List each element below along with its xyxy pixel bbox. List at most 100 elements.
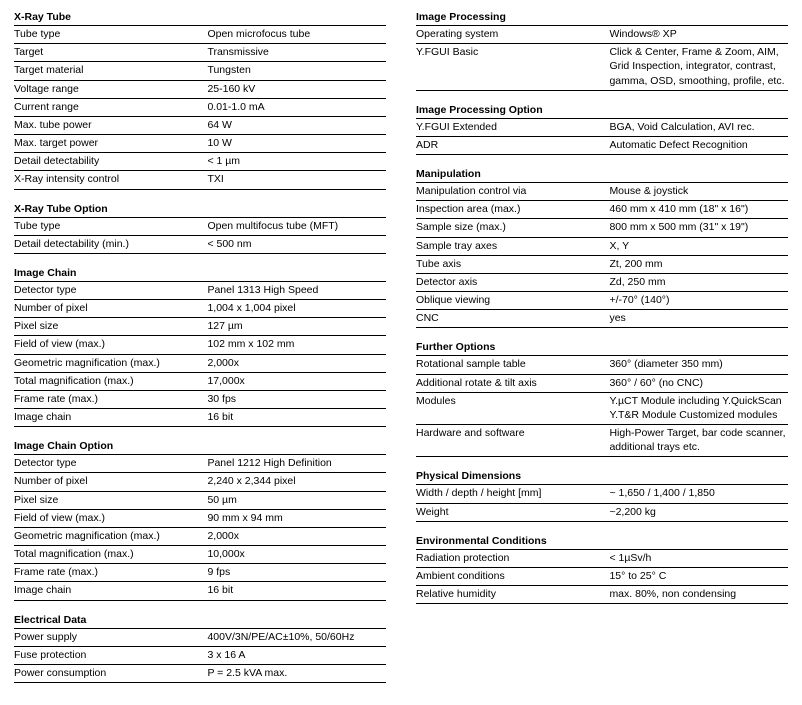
spec-row: CNCyes xyxy=(416,310,788,328)
spec-value: Zt, 200 mm xyxy=(609,257,788,271)
spec-label: Geometric magnification (max.) xyxy=(14,356,207,370)
section-title: Further Options xyxy=(416,340,788,356)
spec-section: Image Chain OptionDetector typePanel 121… xyxy=(14,439,386,600)
spec-row: Number of pixel1,004 x 1,004 pixel xyxy=(14,300,386,318)
spec-section: X-Ray TubeTube typeOpen microfocus tubeT… xyxy=(14,10,386,190)
spec-row: Detector axisZd, 250 mm xyxy=(416,274,788,292)
spec-row: Total magnification (max.)17,000x xyxy=(14,373,386,391)
spec-value: 0.01-1.0 mA xyxy=(207,100,386,114)
spec-label: X-Ray intensity control xyxy=(14,172,207,186)
spec-value: +/-70° (140°) xyxy=(609,293,788,307)
spec-value: Automatic Defect Recognition xyxy=(609,138,788,152)
spec-value: Windows® XP xyxy=(609,27,788,41)
spec-label: Pixel size xyxy=(14,319,207,333)
spec-label: Voltage range xyxy=(14,82,207,96)
spec-value: 90 mm x 94 mm xyxy=(207,511,386,525)
spec-row: ADRAutomatic Defect Recognition xyxy=(416,137,788,155)
spec-value: 10 W xyxy=(207,136,386,150)
section-title: Manipulation xyxy=(416,167,788,183)
spec-label: Width / depth / height [mm] xyxy=(416,486,609,500)
spec-label: Image chain xyxy=(14,410,207,424)
spec-row: Operating systemWindows® XP xyxy=(416,26,788,44)
spec-value: 102 mm x 102 mm xyxy=(207,337,386,351)
spec-label: Frame rate (max.) xyxy=(14,392,207,406)
spec-label: Operating system xyxy=(416,27,609,41)
spec-row: Weight~2,200 kg xyxy=(416,504,788,522)
spec-row: Target materialTungsten xyxy=(14,62,386,80)
spec-label: Radiation protection xyxy=(416,551,609,565)
spec-label: Current range xyxy=(14,100,207,114)
spec-value: Tungsten xyxy=(207,63,386,77)
spec-label: Target xyxy=(14,45,207,59)
spec-value: Click & Center, Frame & Zoom, AIM, Grid … xyxy=(609,45,788,88)
spec-row: Total magnification (max.)10,000x xyxy=(14,546,386,564)
spec-value: Panel 1212 High Definition xyxy=(207,456,386,470)
spec-row: TargetTransmissive xyxy=(14,44,386,62)
spec-row: Detector typePanel 1313 High Speed xyxy=(14,282,386,300)
spec-row: Image chain16 bit xyxy=(14,409,386,427)
spec-value: yes xyxy=(609,311,788,325)
spec-label: Weight xyxy=(416,505,609,519)
spec-row: Manipulation control viaMouse & joystick xyxy=(416,183,788,201)
spec-section: Image ProcessingOperating systemWindows®… xyxy=(416,10,788,91)
spec-value: 400V/3N/PE/AC±10%, 50/60Hz xyxy=(207,630,386,644)
spec-label: ADR xyxy=(416,138,609,152)
section-title: X-Ray Tube Option xyxy=(14,202,386,218)
spec-value: 16 bit xyxy=(207,583,386,597)
spec-row: Frame rate (max.)9 fps xyxy=(14,564,386,582)
spec-label: Detector type xyxy=(14,283,207,297)
section-title: Image Chain Option xyxy=(14,439,386,455)
spec-row: Max. target power10 W xyxy=(14,135,386,153)
spec-label: Field of view (max.) xyxy=(14,337,207,351)
spec-row: Current range0.01-1.0 mA xyxy=(14,99,386,117)
spec-section: Image ChainDetector typePanel 1313 High … xyxy=(14,266,386,427)
spec-section: Environmental ConditionsRadiation protec… xyxy=(416,534,788,605)
spec-value: 360° (diameter 350 mm) xyxy=(609,357,788,371)
spec-row: Image chain16 bit xyxy=(14,582,386,600)
section-title: Environmental Conditions xyxy=(416,534,788,550)
section-title: Image Processing Option xyxy=(416,103,788,119)
spec-row: Sample tray axesX, Y xyxy=(416,238,788,256)
spec-label: Y.FGUI Basic xyxy=(416,45,609,88)
spec-value: 460 mm x 410 mm (18" x 16") xyxy=(609,202,788,216)
section-title: Image Chain xyxy=(14,266,386,282)
spec-value: 2,240 x 2,344 pixel xyxy=(207,474,386,488)
spec-label: Manipulation control via xyxy=(416,184,609,198)
spec-row: Tube axisZt, 200 mm xyxy=(416,256,788,274)
spec-section: Further OptionsRotational sample table36… xyxy=(416,340,788,457)
spec-row: Ambient conditions15° to 25° C xyxy=(416,568,788,586)
spec-row: ModulesY.µCT Module including Y.QuickSca… xyxy=(416,393,788,425)
spec-value: 3 x 16 A xyxy=(207,648,386,662)
spec-row: Hardware and softwareHigh-Power Target, … xyxy=(416,425,788,457)
spec-columns: X-Ray TubeTube typeOpen microfocus tubeT… xyxy=(14,10,788,695)
section-title: Image Processing xyxy=(416,10,788,26)
spec-label: Fuse protection xyxy=(14,648,207,662)
section-title: Physical Dimensions xyxy=(416,469,788,485)
spec-label: Tube type xyxy=(14,27,207,41)
spec-value: P = 2.5 kVA max. xyxy=(207,666,386,680)
spec-section: Image Processing OptionY.FGUI ExtendedBG… xyxy=(416,103,788,155)
spec-row: Additional rotate & tilt axis360° / 60° … xyxy=(416,375,788,393)
spec-row: Number of pixel2,240 x 2,344 pixel xyxy=(14,473,386,491)
spec-row: Voltage range25-160 kV xyxy=(14,81,386,99)
spec-row: Width / depth / height [mm]~ 1,650 / 1,4… xyxy=(416,485,788,503)
spec-value: < 1 µm xyxy=(207,154,386,168)
spec-value: max. 80%, non condensing xyxy=(609,587,788,601)
spec-label: Pixel size xyxy=(14,493,207,507)
spec-row: Relative humiditymax. 80%, non condensin… xyxy=(416,586,788,604)
spec-label: Sample size (max.) xyxy=(416,220,609,234)
left-column: X-Ray TubeTube typeOpen microfocus tubeT… xyxy=(14,10,386,695)
spec-label: Power supply xyxy=(14,630,207,644)
spec-value: 25-160 kV xyxy=(207,82,386,96)
spec-label: Tube axis xyxy=(416,257,609,271)
spec-value: 15° to 25° C xyxy=(609,569,788,583)
spec-label: Detector type xyxy=(14,456,207,470)
spec-value: High-Power Target, bar code scanner, add… xyxy=(609,426,788,454)
spec-value: ~2,200 kg xyxy=(609,505,788,519)
spec-row: Max. tube power64 W xyxy=(14,117,386,135)
spec-value: Y.µCT Module including Y.QuickScan Y.T&R… xyxy=(609,394,788,422)
spec-label: Target material xyxy=(14,63,207,77)
spec-label: Y.FGUI Extended xyxy=(416,120,609,134)
spec-value: ~ 1,650 / 1,400 / 1,850 xyxy=(609,486,788,500)
spec-row: Field of view (max.)90 mm x 94 mm xyxy=(14,510,386,528)
